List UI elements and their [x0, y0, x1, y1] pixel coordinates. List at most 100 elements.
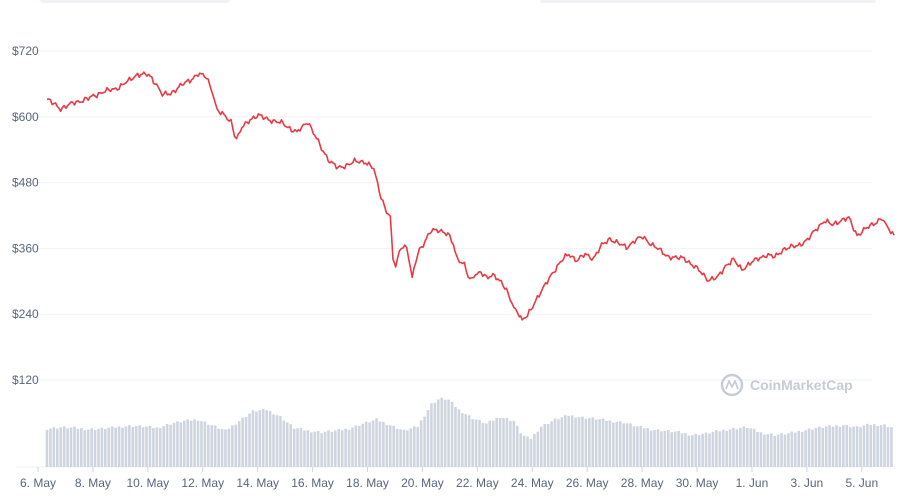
volume-bar	[344, 428, 347, 467]
volume-bar	[732, 427, 735, 467]
volume-bar	[203, 421, 207, 467]
volume-bar	[474, 419, 478, 467]
volume-bar	[375, 418, 378, 467]
volume-bar	[110, 426, 114, 467]
volume-bar	[752, 428, 756, 467]
volume-bar	[745, 427, 749, 467]
volume-bar	[310, 432, 313, 467]
volume-bar	[430, 403, 433, 467]
volume-bar	[852, 426, 855, 467]
y-tick-label: $360	[12, 241, 39, 255]
volume-bar	[55, 428, 59, 467]
volume-bar	[728, 429, 732, 467]
x-tick-label: 10. May	[126, 476, 169, 490]
volume-bar	[145, 426, 148, 467]
volume-bar	[237, 421, 241, 467]
volume-bar	[62, 426, 66, 467]
volume-bar	[776, 434, 780, 467]
volume-bar	[313, 431, 317, 467]
volume-bar	[385, 425, 389, 467]
volume-bar	[512, 420, 516, 467]
volume-bar	[176, 421, 179, 467]
volume-bar	[275, 415, 279, 467]
volume-bar	[570, 415, 574, 467]
volume-bar	[735, 429, 739, 467]
volume-bar	[660, 431, 663, 467]
volume-bar	[848, 427, 852, 467]
volume-bar	[495, 417, 498, 467]
x-tick-label: 28. May	[621, 476, 664, 490]
coinmarketcap-logo-icon	[720, 373, 744, 397]
volume-bar	[409, 428, 413, 467]
volume-bar	[299, 428, 303, 467]
volume-bar	[213, 425, 217, 467]
volume-bar	[612, 422, 615, 467]
volume-bar	[831, 426, 835, 467]
volume-bar	[790, 431, 794, 467]
volume-bar	[395, 428, 399, 467]
volume-bar	[615, 421, 619, 467]
volume-bar	[557, 419, 560, 467]
volume-bar	[471, 419, 474, 467]
volume-bar	[787, 433, 790, 467]
volume-bar	[200, 421, 203, 467]
volume-bar	[340, 430, 344, 467]
volume-bar	[498, 418, 502, 467]
volume-bar	[66, 428, 69, 467]
volume-bar	[842, 425, 845, 467]
volume-bar	[505, 418, 509, 467]
x-tick-label: 6. May	[20, 476, 56, 490]
volume-bar	[684, 433, 687, 467]
watermark-text: CoinMarketCap	[750, 377, 853, 393]
volume-bar	[749, 428, 752, 467]
volume-bar	[258, 410, 262, 467]
volume-bar	[282, 420, 286, 467]
volume-bar	[653, 429, 656, 467]
x-tick-label: 5. Jun	[845, 476, 878, 490]
volume-bar	[793, 432, 797, 467]
volume-bar	[845, 424, 849, 467]
volume-bar	[666, 430, 670, 467]
x-tick-label: 18. May	[346, 476, 389, 490]
volume-bar	[859, 427, 862, 467]
y-tick-label: $600	[12, 110, 39, 124]
volume-bar	[364, 421, 368, 467]
volume-bar	[210, 425, 214, 467]
volume-bar	[886, 427, 890, 467]
volume-bar	[100, 427, 104, 467]
volume-bar	[546, 424, 550, 467]
volume-bar	[828, 425, 831, 467]
volume-bar	[416, 427, 420, 467]
volume-bar	[701, 433, 704, 467]
volume-bar	[169, 424, 172, 467]
volume-bar	[769, 433, 773, 467]
volume-bar	[45, 429, 49, 467]
volume-bar	[721, 429, 725, 467]
volume-bar	[622, 423, 625, 467]
volume-bar	[402, 429, 406, 467]
volume-bar	[148, 425, 152, 467]
volume-bar	[708, 433, 711, 467]
volume-bar	[334, 430, 337, 467]
volume-bar	[49, 428, 52, 467]
volume-bar	[358, 425, 361, 467]
volume-bar	[543, 424, 547, 467]
volume-bar	[807, 428, 811, 467]
volume-bar	[567, 415, 571, 467]
volume-bar	[515, 425, 519, 467]
volume-bar	[800, 432, 804, 467]
volume-bar	[426, 409, 430, 467]
volume-bar	[289, 424, 293, 467]
volume-bar	[835, 425, 838, 467]
volume-bar	[134, 426, 138, 467]
x-axis: 6. May 8. May 10. May 12. May 14. May 16. May…	[20, 467, 878, 490]
volume-bar	[533, 433, 536, 467]
volume-bar	[821, 427, 825, 467]
grid-lines	[16, 50, 872, 468]
coinmarketcap-watermark: CoinMarketCap	[720, 373, 853, 397]
volume-bar	[824, 426, 828, 467]
volume-bar	[879, 425, 883, 467]
volume-bar	[594, 419, 598, 467]
volume-bar	[564, 415, 567, 467]
